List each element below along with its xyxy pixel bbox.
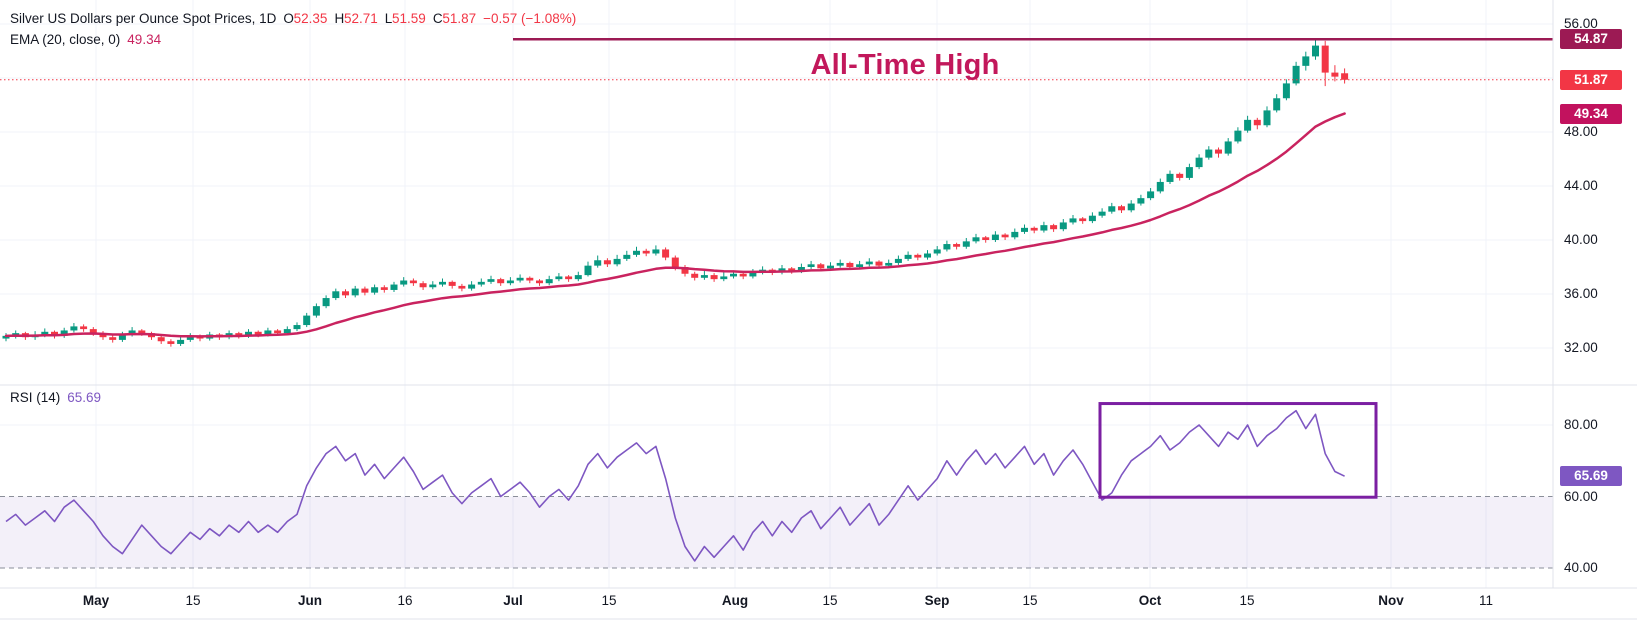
time-axis-label: Aug <box>721 593 749 608</box>
time-axis-label: 16 <box>397 593 413 608</box>
time-axis-label: 15 <box>185 593 201 608</box>
ema-value-badge: 49.34 <box>1560 103 1622 124</box>
time-axis-label: 15 <box>601 593 617 608</box>
ema-value: 49.34 <box>127 32 162 47</box>
rsi-value: 65.69 <box>67 390 102 405</box>
ohlc-open: O 52.35 <box>283 11 328 26</box>
candlesticks <box>2 39 1349 347</box>
price-axis-label: 32.00 <box>1564 340 1598 355</box>
time-axis-label: 11 <box>1478 593 1494 608</box>
symbol-title: Silver US Dollars per Ounce Spot Prices,… <box>10 11 277 26</box>
price-axis-label: 56.00 <box>1564 16 1598 31</box>
time-axis-label: May <box>82 593 110 608</box>
rsi-value-badge: 65.69 <box>1560 466 1622 487</box>
price-axis-label: 36.00 <box>1564 286 1598 301</box>
time-axis-label: Oct <box>1138 593 1162 608</box>
ath-price-badge: 54.87 <box>1560 29 1622 50</box>
rsi-axis-label: 60.00 <box>1564 488 1598 504</box>
ohlc-close: C 51.87 <box>432 11 477 26</box>
ema-label: EMA (20, close, 0) <box>10 32 121 47</box>
last-price-badge: 51.87 <box>1560 69 1622 90</box>
change-value: −0.57 (−1.08%) <box>483 11 577 26</box>
rsi-line <box>5 409 1345 562</box>
annotation-text[interactable]: All-Time High <box>810 49 1000 81</box>
price-axis-label: 48.00 <box>1564 124 1598 139</box>
price-axis-label: 40.00 <box>1564 232 1598 247</box>
gridlines <box>0 0 1553 588</box>
time-axis-label: 15 <box>822 593 838 608</box>
rsi-label: RSI (14) <box>10 390 61 405</box>
symbol-legend[interactable]: Silver US Dollars per Ounce Spot Prices,… <box>10 11 576 26</box>
time-axis-label: 15 <box>1022 593 1038 608</box>
ema-legend[interactable]: EMA (20, close, 0) 49.34 <box>10 32 161 47</box>
rsi-legend[interactable]: RSI (14) 65.69 <box>10 390 101 405</box>
time-axis-label: Jul <box>503 593 523 608</box>
rsi-band <box>0 496 1553 569</box>
rsi-axis-label: 40.00 <box>1564 560 1598 575</box>
time-axis-label: Sep <box>924 593 950 608</box>
time-axis-label: 15 <box>1239 593 1255 608</box>
time-axis-label: Jun <box>297 593 323 608</box>
ohlc-high: H 52.71 <box>334 11 378 26</box>
ohlc-low: L 51.59 <box>384 11 426 26</box>
rsi-axis-label: 80.00 <box>1564 417 1598 432</box>
price-axis-label: 44.00 <box>1564 178 1598 193</box>
ema-line <box>4 112 1346 338</box>
time-axis-label: Nov <box>1378 593 1404 608</box>
rsi-rectangle[interactable] <box>1098 402 1378 499</box>
